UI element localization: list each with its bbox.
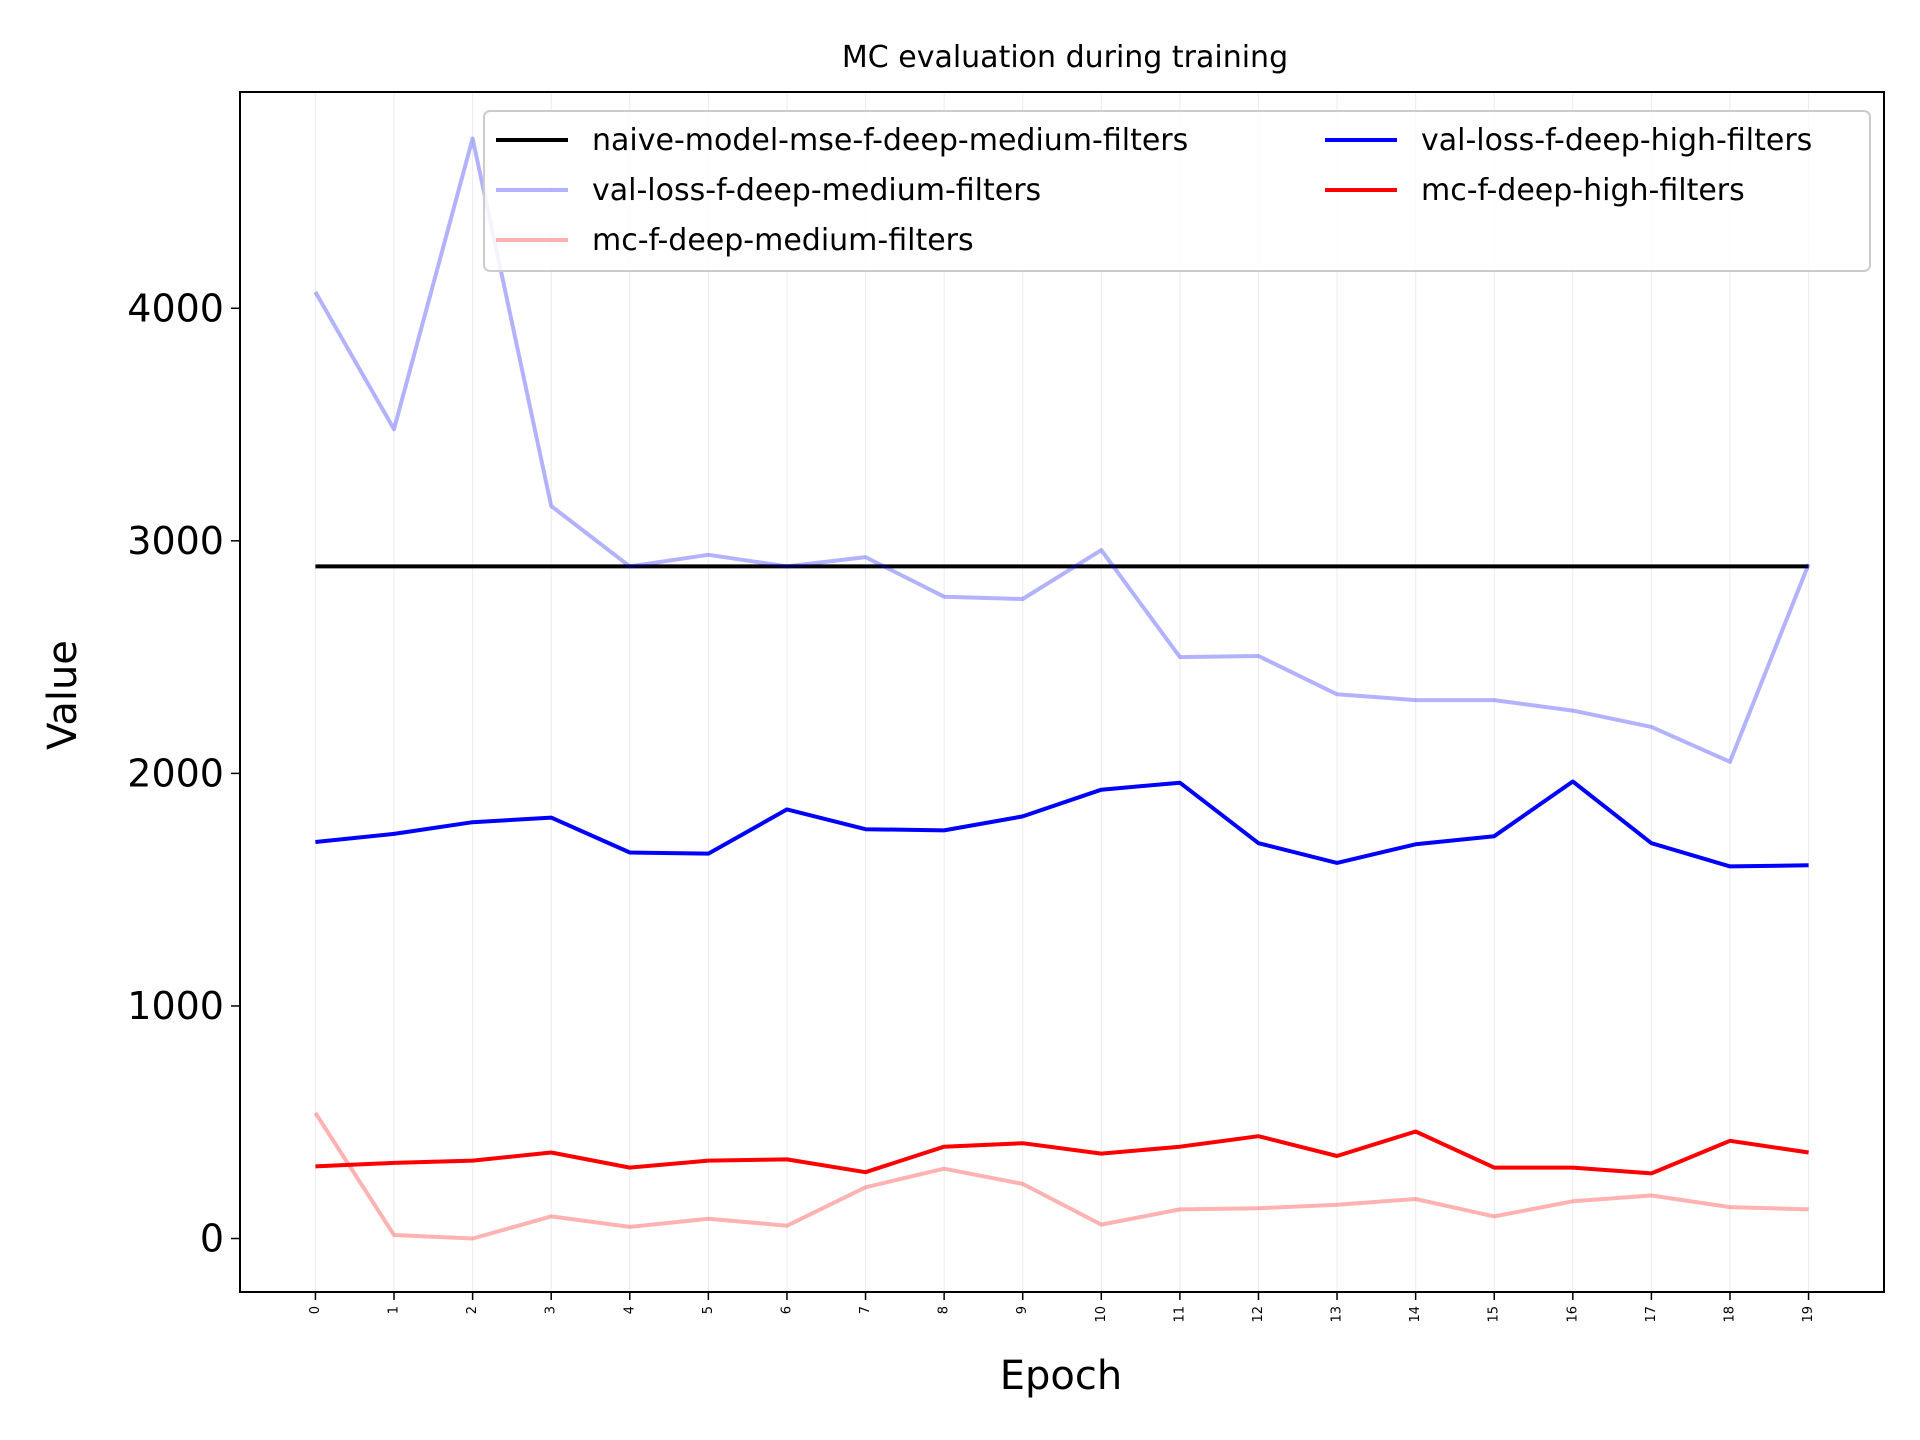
x-tick-label: 13 bbox=[1330, 1306, 1345, 1323]
plot-frame bbox=[239, 91, 1885, 1293]
x-axis-label: Epoch bbox=[1000, 1353, 1122, 1399]
y-tick-label: 2000 bbox=[127, 751, 224, 795]
x-tick-label: 10 bbox=[1094, 1306, 1109, 1323]
series-line-mc-f-deep-medium-filters bbox=[313, 1111, 1809, 1241]
x-tick-label: 19 bbox=[1801, 1306, 1816, 1323]
x-tick-label: 9 bbox=[1015, 1306, 1030, 1314]
x-tick-label: 17 bbox=[1644, 1306, 1659, 1323]
x-tick-label: 6 bbox=[779, 1306, 794, 1314]
y-tick-label: 4000 bbox=[127, 286, 224, 330]
x-axis-ticks: 0 1 2 3 4 5 6 7 8 9 10 11 12 13 14 15 16 17 18 19 bbox=[308, 1292, 1816, 1323]
y-axis-label: Value bbox=[40, 640, 86, 750]
x-tick-label: 16 bbox=[1565, 1306, 1580, 1323]
x-tick-label: 4 bbox=[622, 1306, 637, 1314]
x-tick-label: 18 bbox=[1722, 1306, 1737, 1323]
x-tick-label: 7 bbox=[858, 1306, 873, 1314]
series-lines bbox=[313, 136, 1811, 1241]
chart-title: MC evaluation during training bbox=[842, 40, 1288, 75]
legend-item: val-loss-f-deep-high-filters bbox=[1325, 123, 1812, 158]
series-line-val-loss-f-deep-medium-filters bbox=[313, 136, 1811, 764]
legend-label: mc-f-deep-high-filters bbox=[1421, 173, 1745, 208]
legend: naive-model-mse-f-deep-medium-filters val… bbox=[483, 110, 1871, 272]
legend-item: mc-f-deep-high-filters bbox=[1325, 173, 1745, 208]
legend-item: val-loss-f-deep-medium-filters bbox=[496, 173, 1041, 208]
x-tick-label: 3 bbox=[544, 1306, 559, 1314]
series-line-mc-f-deep-high-filters bbox=[315, 1129, 1809, 1176]
x-tick-label: 0 bbox=[308, 1306, 323, 1314]
y-tick-label: 3000 bbox=[127, 519, 224, 563]
x-tick-label: 1 bbox=[387, 1306, 402, 1314]
y-tick-label: 0 bbox=[200, 1217, 224, 1261]
y-tick-label: 1000 bbox=[127, 984, 224, 1028]
legend-label: val-loss-f-deep-medium-filters bbox=[592, 173, 1041, 208]
x-tick-label: 8 bbox=[937, 1306, 952, 1314]
y-axis-ticks: 0 1000 2000 3000 4000 bbox=[127, 286, 240, 1261]
x-tick-label: 14 bbox=[1408, 1306, 1423, 1323]
x-tick-label: 5 bbox=[701, 1306, 716, 1314]
x-tick-label: 15 bbox=[1487, 1306, 1502, 1323]
legend-item: naive-model-mse-f-deep-medium-filters bbox=[496, 123, 1188, 158]
grid bbox=[314, 92, 1810, 1292]
x-tick-label: 12 bbox=[1251, 1306, 1266, 1323]
legend-label: mc-f-deep-medium-filters bbox=[592, 223, 974, 258]
x-tick-label: 2 bbox=[465, 1306, 480, 1314]
legend-label: naive-model-mse-f-deep-medium-filters bbox=[592, 123, 1188, 158]
series-line-val-loss-f-deep-high-filters bbox=[315, 779, 1809, 869]
x-tick-label: 11 bbox=[1172, 1306, 1187, 1323]
legend-label: val-loss-f-deep-high-filters bbox=[1421, 123, 1812, 158]
legend-box bbox=[483, 110, 1871, 272]
legend-item: mc-f-deep-medium-filters bbox=[496, 223, 974, 258]
